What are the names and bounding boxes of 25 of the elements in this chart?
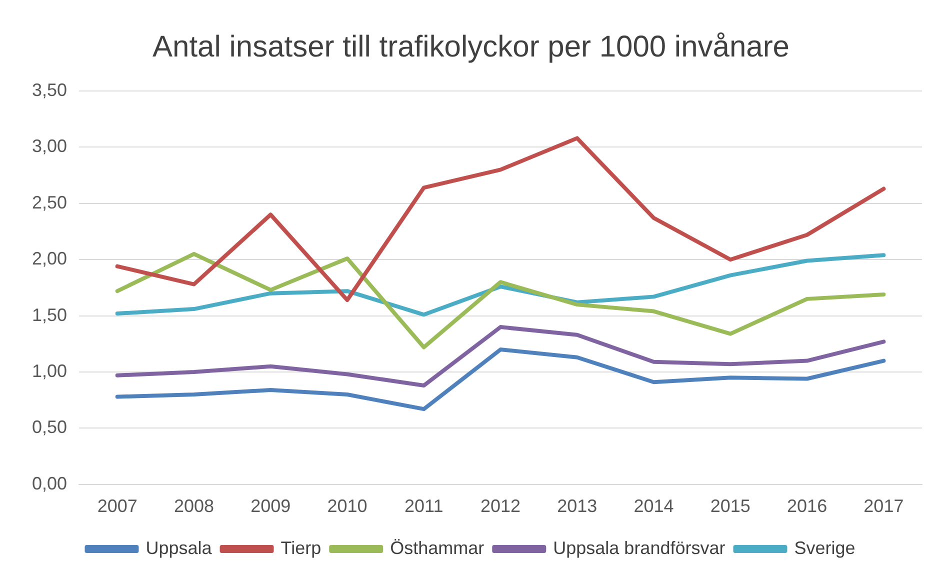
x-tick-label: 2013 (557, 496, 598, 516)
x-tick-label: 2010 (327, 496, 368, 516)
y-tick-label: 1,00 (32, 360, 68, 381)
y-tick-label: 0,00 (32, 473, 68, 494)
chart-title: Antal insatser till trafikolyckor per 1000 invånare (152, 30, 790, 64)
y-tick-label: 2,50 (32, 192, 68, 212)
legend-label: Sverige (794, 538, 856, 558)
legend-label: Östhammar (390, 538, 484, 558)
x-tick-label: 2011 (404, 496, 444, 516)
x-tick-label: 2017 (864, 496, 904, 516)
x-tick-label: 2009 (250, 496, 291, 516)
y-tick-label: 0,50 (32, 417, 68, 438)
x-tick-label: 2016 (787, 496, 828, 516)
y-tick-label: 2,00 (32, 248, 68, 269)
x-tick-label: 2014 (634, 496, 674, 516)
y-tick-label: 3,50 (32, 80, 68, 100)
legend-label: Uppsala (146, 538, 213, 558)
x-tick-label: 2007 (97, 496, 138, 516)
legend-label: Uppsala brandförsvar (553, 538, 726, 558)
x-tick-label: 2015 (710, 496, 750, 516)
y-tick-label: 1,50 (32, 304, 68, 325)
legend-label: Tierp (280, 538, 322, 558)
y-tick-label: 3,00 (32, 136, 68, 156)
x-tick-label: 2008 (174, 496, 214, 516)
x-tick-label: 2012 (480, 496, 521, 516)
